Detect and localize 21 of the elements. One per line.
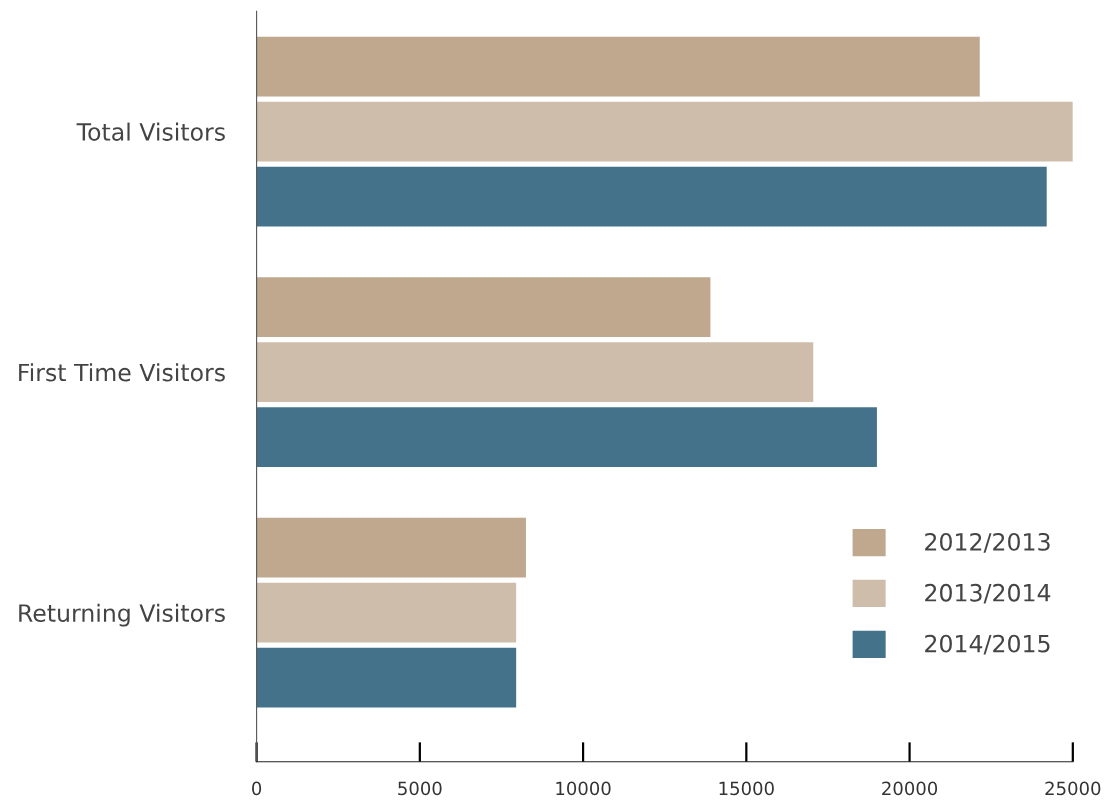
x-tick-label: 0 — [252, 781, 262, 796]
bar — [256, 36, 980, 97]
legend-label: 2013/2014 — [925, 583, 1051, 604]
y-tick-label: Returning Visitors — [19, 603, 225, 627]
x-tick-label: 15000 — [719, 781, 774, 796]
y-tick-label: Total Visitors — [76, 122, 225, 141]
x-tick-label: 10000 — [556, 781, 611, 796]
bar — [256, 407, 877, 467]
bar — [256, 277, 711, 338]
bar — [256, 101, 1073, 162]
legend-label: 2014/2015 — [925, 634, 1050, 655]
bar — [256, 166, 1047, 227]
legend-label: 2012/2013 — [925, 532, 1050, 553]
bar — [256, 647, 517, 708]
y-tick-label: First Time Visitors — [19, 363, 225, 382]
bar — [256, 582, 517, 643]
x-tick-label: 5000 — [398, 781, 442, 796]
x-tick-label: 25000 — [1045, 781, 1101, 796]
bar — [256, 342, 814, 402]
bar — [256, 517, 526, 578]
x-tick-label: 20000 — [882, 781, 938, 796]
